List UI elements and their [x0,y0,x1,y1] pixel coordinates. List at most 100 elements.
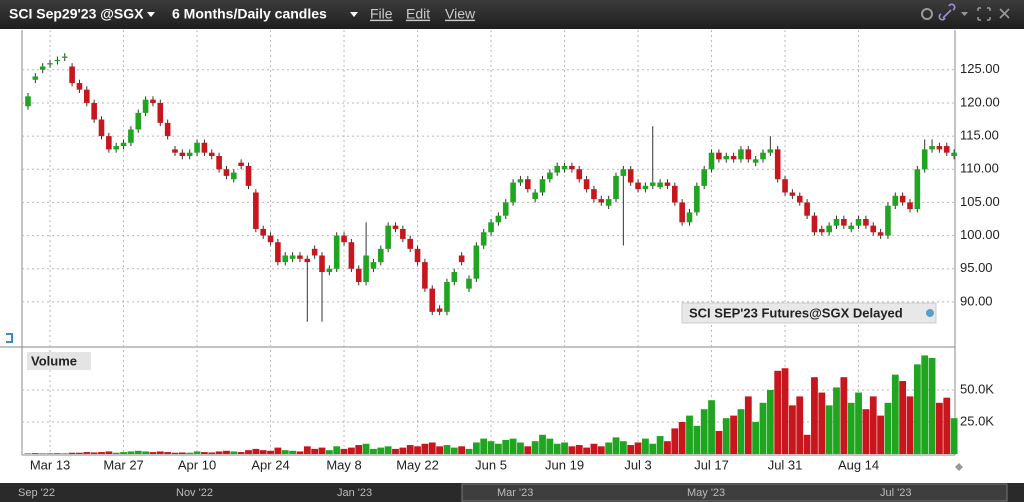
volume-bar [487,441,495,454]
legend-icon [926,309,934,317]
volume-bar [605,442,613,454]
candle-body [885,205,891,236]
dropdown-arrow[interactable] [350,12,358,17]
volume-bar [803,434,811,454]
volume-bar [583,447,590,454]
candle-body [326,268,333,273]
navigator-label: Jan '23 [337,487,372,499]
x-tick-label: Jul 3 [624,457,651,472]
candle-body [311,248,318,256]
volume-bar [171,452,179,454]
candle-body [951,152,957,156]
volume-bar [362,443,370,454]
volume-bar [796,396,804,454]
candle-body [128,129,134,143]
candle-body [69,66,75,84]
volume-bar [215,451,223,454]
volume-bar [46,453,54,454]
y-tick-label: 125.00 [960,61,1000,76]
volume-bar [399,447,407,454]
grid: 90.00 95.00 100.00 105.00 110.00 115.00 120.00… [22,30,1000,472]
volume-bar [149,452,157,454]
navigator-label: Mar '23 [497,487,533,499]
candle-body [201,142,208,153]
volume-bar [436,446,443,454]
volume-bar [950,418,958,454]
candle-body [774,149,781,180]
volume-bar [333,446,341,454]
volume-bar [245,450,252,454]
close-icon[interactable] [999,8,1010,19]
volume-bar [531,441,539,454]
link-icon[interactable] [938,3,956,21]
candle-body [760,152,766,160]
candle-body [76,83,83,90]
candle-body [238,162,244,166]
volume-bar [766,390,774,454]
menu-file[interactable]: File [370,6,393,22]
volume-bar [862,409,870,454]
candle-body [745,149,752,160]
navigator-window[interactable] [461,483,1008,502]
x-tick-label: May 22 [396,457,439,472]
candle-body [32,76,39,80]
volume-bar [906,396,914,454]
volume-bar [671,428,679,454]
menu-view[interactable]: View [445,6,476,22]
settings-icon[interactable] [921,8,933,20]
candle-body [39,66,46,70]
candle-body [25,96,31,107]
candle-body [106,136,112,150]
volume-bar [891,374,899,454]
legend-text: SCI SEP'23 Futures@SGX Delayed [689,305,903,320]
volume-bar [561,442,568,454]
candle-body [208,152,215,156]
x-tick-label: Mar 13 [30,457,70,472]
volume-bar [230,451,238,454]
candle-body [841,219,847,226]
candle-body [378,248,384,263]
navigator-label: May '23 [687,487,725,499]
volume-bar [517,442,524,454]
volume-tick-label: 50.0K [960,381,994,396]
volume-bar [840,377,848,454]
volume-bar [193,451,201,454]
candle-body [444,282,450,312]
maximize-icon[interactable] [977,7,991,21]
volume-bar [634,442,642,454]
candle-body [84,89,90,103]
volume-bar [428,442,436,454]
candle-body [355,268,362,282]
volume-bar [384,446,392,454]
candle-body [414,248,421,263]
period-selector[interactable]: 6 Months/Daily candles [172,6,327,22]
menu-edit[interactable]: Edit [406,6,430,22]
symbol-selector[interactable]: SCI Sep29'23 @SGX [9,6,144,22]
volume-bar [54,453,61,454]
candle-body [120,142,127,147]
volume-bar [105,451,113,454]
candle-body [789,192,796,196]
y-tick-label: 110.00 [960,161,999,176]
candle-body [752,159,759,163]
x-tick-label: Jun 19 [545,457,584,472]
navigator-label: Sep '22 [18,487,55,499]
candle-body [525,179,531,190]
candle-body [333,235,340,269]
volume-bar [303,446,311,454]
volume-bar [31,452,39,454]
candle-body [488,222,494,233]
volume-bar [693,425,701,454]
volume-bar [39,453,47,454]
dropdown-arrow[interactable] [147,12,155,17]
volume-bar [325,450,333,454]
candle-body [686,212,693,223]
candle-body [767,149,774,153]
scroll-marker[interactable] [955,463,963,471]
candle-body [642,185,649,190]
volume-bar [340,448,348,454]
side-icon[interactable] [6,333,13,343]
link-menu[interactable] [961,12,968,16]
volume-bar [134,450,142,454]
candle-body [370,262,377,269]
